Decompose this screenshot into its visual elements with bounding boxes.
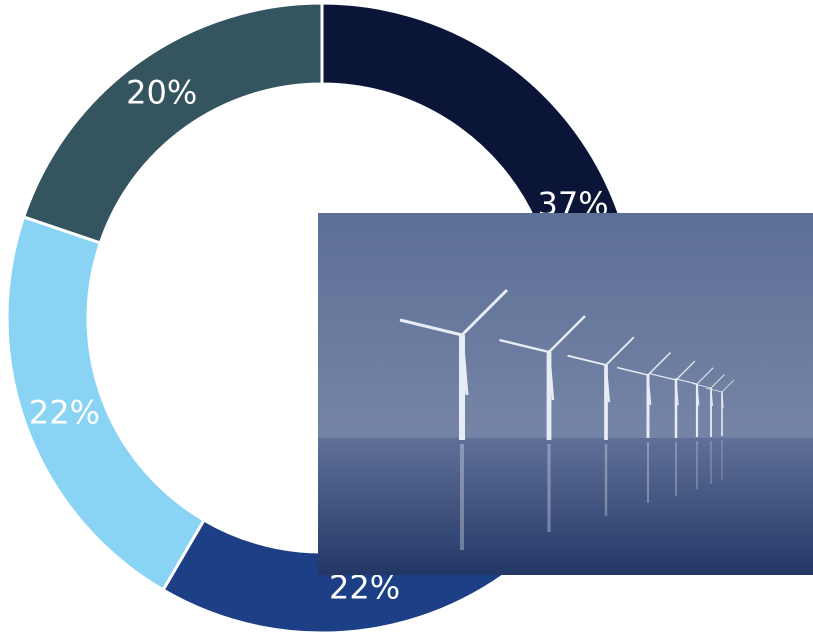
page: {"chart_data": {"type": "pie", "donut": … xyxy=(0,0,813,632)
wind-farm-photo xyxy=(318,213,813,575)
slide: 37%22%22%20% xyxy=(0,0,813,632)
photo-sea xyxy=(318,438,813,575)
donut-segment xyxy=(24,3,322,243)
data-label: 20% xyxy=(126,74,197,112)
data-label: 22% xyxy=(29,393,100,431)
